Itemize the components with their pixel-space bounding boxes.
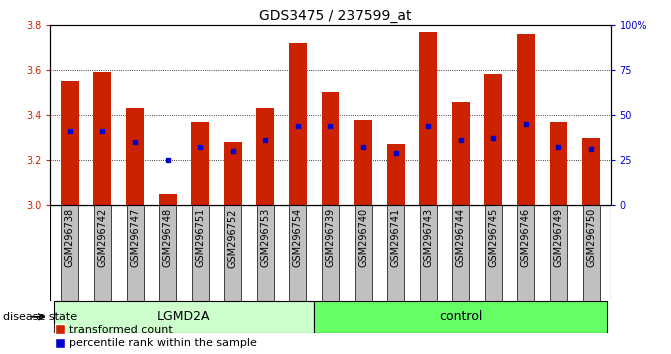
Bar — [93, 72, 111, 205]
Text: GSM296741: GSM296741 — [391, 208, 401, 267]
Text: GSM296745: GSM296745 — [488, 208, 499, 267]
Bar — [452, 102, 470, 205]
Bar — [322, 205, 339, 301]
Bar — [257, 205, 274, 301]
Bar — [256, 108, 274, 205]
Bar — [158, 194, 176, 205]
Text: GSM296751: GSM296751 — [195, 208, 205, 267]
Text: GSM296748: GSM296748 — [162, 208, 172, 267]
Bar — [54, 301, 314, 333]
Bar — [159, 205, 176, 301]
Bar — [582, 205, 600, 301]
Bar — [387, 205, 404, 301]
Text: disease state: disease state — [3, 312, 77, 322]
Text: GSM296738: GSM296738 — [65, 208, 75, 267]
Bar — [550, 122, 568, 205]
Bar — [61, 205, 79, 301]
Text: GSM296744: GSM296744 — [456, 208, 466, 267]
Bar — [289, 205, 307, 301]
Text: LGMD2A: LGMD2A — [157, 310, 211, 323]
Bar — [94, 205, 111, 301]
Bar — [354, 120, 372, 205]
Bar — [419, 32, 437, 205]
Bar — [582, 138, 600, 205]
Text: GDS3475 / 237599_at: GDS3475 / 237599_at — [259, 9, 412, 23]
Text: GSM296752: GSM296752 — [227, 208, 238, 268]
Bar — [517, 34, 535, 205]
Bar — [354, 205, 372, 301]
Bar — [224, 205, 242, 301]
Bar — [192, 205, 209, 301]
Bar — [419, 205, 437, 301]
Text: GSM296746: GSM296746 — [521, 208, 531, 267]
Bar — [485, 205, 502, 301]
Text: GSM296749: GSM296749 — [554, 208, 564, 267]
Bar — [61, 81, 79, 205]
Legend: transformed count, percentile rank within the sample: transformed count, percentile rank withi… — [56, 325, 257, 348]
Bar — [321, 92, 340, 205]
Text: GSM296750: GSM296750 — [586, 208, 596, 267]
Bar — [484, 74, 503, 205]
Bar — [452, 205, 469, 301]
Bar — [289, 43, 307, 205]
Text: GSM296743: GSM296743 — [423, 208, 433, 267]
Bar — [386, 144, 405, 205]
Text: GSM296739: GSM296739 — [325, 208, 336, 267]
Text: GSM296753: GSM296753 — [260, 208, 270, 267]
Bar — [314, 301, 607, 333]
Text: GSM296740: GSM296740 — [358, 208, 368, 267]
Bar — [127, 205, 144, 301]
Bar — [550, 205, 567, 301]
Text: GSM296747: GSM296747 — [130, 208, 140, 267]
Bar — [126, 108, 144, 205]
Bar — [517, 205, 534, 301]
Text: GSM296754: GSM296754 — [293, 208, 303, 267]
Bar — [224, 142, 242, 205]
Text: control: control — [439, 310, 482, 323]
Text: GSM296742: GSM296742 — [97, 208, 107, 267]
Bar — [191, 122, 209, 205]
